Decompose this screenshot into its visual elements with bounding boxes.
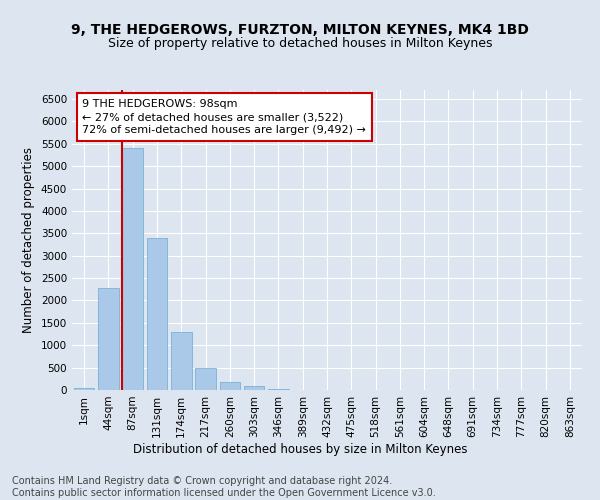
Bar [74, 388, 94, 390]
Text: Size of property relative to detached houses in Milton Keynes: Size of property relative to detached ho… [108, 38, 492, 51]
Bar [122, 148, 143, 390]
Bar [244, 386, 265, 390]
Text: 9 THE HEDGEROWS: 98sqm
← 27% of detached houses are smaller (3,522)
72% of semi-: 9 THE HEDGEROWS: 98sqm ← 27% of detached… [82, 99, 366, 136]
Bar [98, 288, 119, 390]
Text: Contains HM Land Registry data © Crown copyright and database right 2024.
Contai: Contains HM Land Registry data © Crown c… [12, 476, 436, 498]
Text: Distribution of detached houses by size in Milton Keynes: Distribution of detached houses by size … [133, 442, 467, 456]
Text: 9, THE HEDGEROWS, FURZTON, MILTON KEYNES, MK4 1BD: 9, THE HEDGEROWS, FURZTON, MILTON KEYNES… [71, 22, 529, 36]
Bar [146, 238, 167, 390]
Bar [195, 368, 216, 390]
Bar [220, 382, 240, 390]
Bar [268, 388, 289, 390]
Y-axis label: Number of detached properties: Number of detached properties [22, 147, 35, 333]
Bar [171, 332, 191, 390]
